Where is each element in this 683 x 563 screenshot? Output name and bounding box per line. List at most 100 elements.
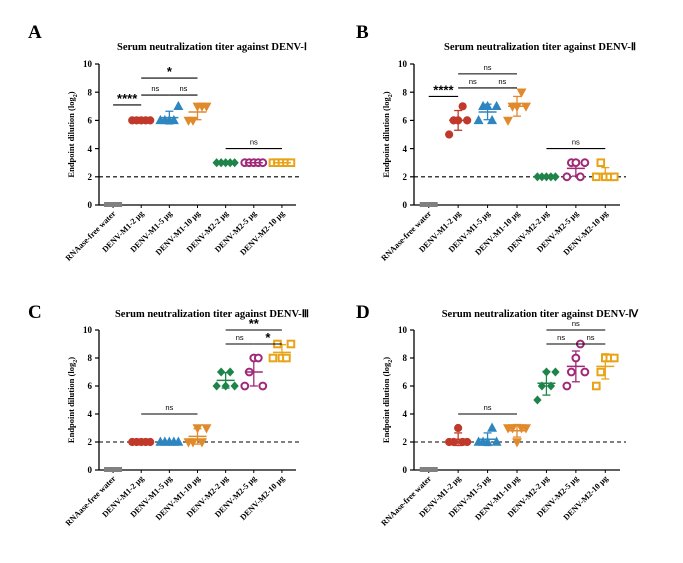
significance-label: ns bbox=[179, 84, 187, 93]
y-tick-label: 6 bbox=[88, 116, 93, 126]
data-point bbox=[188, 438, 198, 448]
y-axis-label-main: Endpoint dilution (log bbox=[66, 97, 76, 178]
data-point bbox=[571, 158, 581, 168]
data-point bbox=[551, 367, 560, 377]
data-point bbox=[458, 102, 467, 111]
y-tick-label: 2 bbox=[88, 172, 93, 182]
panel-letter-b: B bbox=[356, 22, 369, 43]
x-category-label: RNAase-free water bbox=[64, 209, 118, 263]
y-axis-label-subscript: 2 bbox=[388, 360, 394, 363]
y-tick-label: 0 bbox=[403, 200, 408, 210]
y-axis-label-close: ) bbox=[66, 91, 76, 94]
significance-label: * bbox=[167, 64, 173, 79]
significance-label: * bbox=[265, 330, 271, 345]
significance-label: ns bbox=[572, 138, 580, 147]
data-point bbox=[282, 353, 291, 363]
data-point bbox=[230, 381, 239, 391]
panel-c: C Serum neutralization titer against DEN… bbox=[28, 302, 309, 528]
data-point bbox=[542, 367, 551, 377]
y-tick-label: 6 bbox=[88, 381, 93, 391]
data-point bbox=[258, 381, 268, 391]
panel-letter-c: C bbox=[28, 302, 42, 323]
panel-letter-d: D bbox=[356, 302, 370, 323]
control-bar bbox=[104, 467, 123, 472]
control-bar bbox=[419, 467, 438, 472]
data-point bbox=[473, 114, 484, 125]
data-point bbox=[507, 424, 518, 434]
y-axis-label-main: Endpoint dilution (log bbox=[381, 362, 391, 443]
data-point bbox=[173, 100, 184, 111]
panel-c-title: Serum neutralization titer against DENV-… bbox=[115, 308, 309, 320]
data-point bbox=[487, 114, 498, 125]
x-category-label: RNAase-free water bbox=[379, 474, 433, 528]
y-axis-label: Endpoint dilution (log2) bbox=[381, 91, 394, 177]
y-tick-label: 2 bbox=[88, 437, 93, 447]
data-point bbox=[503, 116, 513, 126]
data-point bbox=[168, 114, 179, 125]
significance-label: ns bbox=[572, 319, 580, 328]
data-point bbox=[609, 353, 619, 363]
y-tick-label: 6 bbox=[403, 116, 408, 126]
significance-label: ns bbox=[236, 333, 244, 342]
data-point bbox=[566, 367, 576, 377]
panel-a: A Serum neutralization titer against DEN… bbox=[28, 22, 307, 263]
y-tick-label: 4 bbox=[403, 144, 408, 154]
y-tick-label: 0 bbox=[88, 200, 93, 210]
data-point bbox=[516, 88, 527, 98]
data-point bbox=[596, 367, 606, 377]
y-tick-label: 10 bbox=[83, 325, 93, 335]
data-point bbox=[596, 158, 606, 167]
data-point bbox=[562, 172, 572, 182]
data-point bbox=[571, 353, 581, 363]
panel-a-title: Serum neutralization titer against DENV-… bbox=[117, 41, 307, 53]
y-axis-label-main: Endpoint dilution (log bbox=[381, 97, 391, 178]
significance-label: **** bbox=[117, 91, 138, 106]
data-point bbox=[521, 424, 531, 434]
y-tick-label: 4 bbox=[88, 409, 93, 419]
y-axis-label-subscript: 2 bbox=[388, 94, 394, 97]
data-point bbox=[216, 367, 226, 377]
data-point bbox=[221, 381, 230, 391]
data-point bbox=[197, 438, 207, 448]
significance-label: ns bbox=[484, 403, 492, 412]
data-point bbox=[286, 339, 296, 349]
data-point bbox=[491, 100, 502, 111]
data-point bbox=[192, 424, 203, 434]
y-tick-label: 8 bbox=[88, 87, 93, 97]
y-tick-label: 8 bbox=[403, 87, 408, 97]
data-point bbox=[537, 381, 547, 391]
data-point bbox=[575, 172, 585, 182]
y-axis-label: Endpoint dilution (log2) bbox=[381, 357, 394, 443]
data-point bbox=[482, 436, 493, 446]
significance-label: ns bbox=[498, 77, 506, 86]
y-tick-label: 2 bbox=[403, 172, 408, 182]
data-point bbox=[201, 424, 212, 434]
significance-label: ns bbox=[587, 333, 595, 342]
panel-b: B Serum neutralization titer against DEN… bbox=[356, 22, 636, 263]
significance-label: **** bbox=[433, 82, 454, 97]
data-point bbox=[240, 381, 250, 391]
data-point bbox=[580, 158, 590, 168]
data-point bbox=[188, 116, 198, 126]
y-axis-label-close: ) bbox=[381, 91, 391, 94]
significance-label: ns bbox=[469, 77, 477, 86]
y-tick-label: 4 bbox=[88, 144, 93, 154]
y-tick-label: 8 bbox=[88, 353, 93, 363]
data-point bbox=[512, 438, 522, 448]
y-tick-label: 2 bbox=[403, 437, 408, 447]
y-axis-label-subscript: 2 bbox=[73, 360, 79, 363]
data-point bbox=[562, 381, 572, 391]
y-axis-label-main: Endpoint dilution (log bbox=[66, 362, 76, 443]
y-tick-label: 8 bbox=[403, 353, 408, 363]
data-point bbox=[487, 422, 498, 432]
data-point bbox=[491, 436, 502, 446]
y-tick-label: 10 bbox=[398, 59, 408, 69]
significance-label: ns bbox=[484, 63, 492, 72]
significance-label: ns bbox=[557, 333, 565, 342]
data-point bbox=[268, 353, 278, 363]
data-point bbox=[546, 381, 556, 391]
y-axis-label: Endpoint dilution (log2) bbox=[66, 357, 79, 443]
control-bar bbox=[419, 202, 438, 207]
data-point bbox=[591, 381, 601, 391]
